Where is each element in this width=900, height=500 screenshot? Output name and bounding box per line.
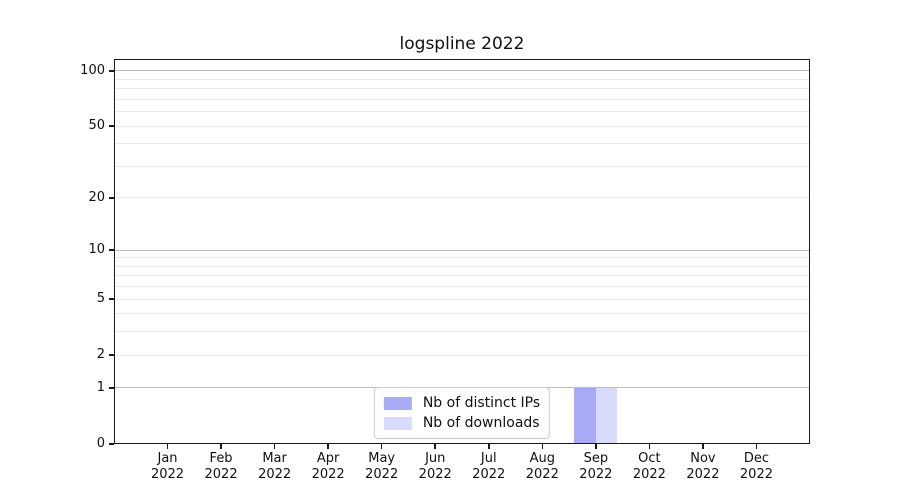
y-tick-mark <box>109 298 114 300</box>
x-tick-mark <box>648 444 651 449</box>
y-tick-label: 10 <box>88 242 105 258</box>
y-tick-label: 5 <box>96 291 105 307</box>
x-tick-month: Mar <box>262 451 287 466</box>
y-tick-mark <box>109 354 114 356</box>
x-tick-label: Jun 2022 <box>405 451 465 483</box>
x-tick-mark <box>327 444 329 449</box>
y-tick-label: 2 <box>96 347 105 363</box>
y-tick-label: 1 <box>96 379 105 395</box>
x-tick-mark <box>488 444 490 449</box>
x-tick-label: Apr 2022 <box>298 451 358 483</box>
legend-swatch-icon <box>383 396 412 410</box>
minor-gridline <box>114 88 810 90</box>
x-tick-month: Sep <box>583 451 609 466</box>
minor-gridline <box>114 143 810 145</box>
x-tick-mark <box>273 444 276 449</box>
y-tick-mark <box>109 443 114 445</box>
x-tick-year: 2022 <box>150 467 185 482</box>
x-tick-mark <box>434 444 436 449</box>
bar-nb-of-downloads <box>595 387 618 444</box>
legend-swatch-icon <box>383 416 412 430</box>
x-tick-year: 2022 <box>472 467 506 482</box>
y-tick-mark <box>109 387 114 389</box>
x-tick-year: 2022 <box>204 467 238 482</box>
legend-label: Nb of distinct IPs <box>422 395 541 411</box>
x-tick-month: Feb <box>209 451 233 466</box>
x-tick-month: Dec <box>743 451 770 466</box>
legend-label: Nb of downloads <box>422 415 540 431</box>
x-tick-label: Sep 2022 <box>566 451 626 483</box>
x-tick-label: Aug 2022 <box>512 451 572 483</box>
y-tick-mark <box>109 197 114 199</box>
x-tick-month: May <box>368 451 396 466</box>
minor-gridline <box>114 298 810 300</box>
major-gridline <box>114 249 810 251</box>
chart-title: logspline 2022 <box>399 34 525 54</box>
minor-gridline <box>114 197 810 199</box>
x-tick-mark <box>595 444 597 449</box>
y-tick-label: 20 <box>88 189 105 205</box>
x-tick-year: 2022 <box>365 467 399 482</box>
x-tick-label: May 2022 <box>352 451 412 483</box>
x-tick-year: 2022 <box>579 467 613 482</box>
legend: Nb of distinct IPs Nb of downloads <box>373 387 551 439</box>
x-tick-label: Oct 2022 <box>619 451 679 483</box>
legend-entry: Nb of downloads <box>383 413 540 433</box>
x-tick-year: 2022 <box>525 467 559 482</box>
x-tick-year: 2022 <box>632 467 666 482</box>
x-tick-mark <box>755 444 758 449</box>
x-tick-year: 2022 <box>686 467 720 482</box>
minor-gridline <box>114 125 810 127</box>
bar-nb-of-distinct-ips <box>574 387 596 444</box>
x-tick-mark <box>380 444 383 449</box>
plot-area: Nb of distinct IPs Nb of downloads <box>114 59 810 444</box>
x-tick-mark <box>702 444 704 449</box>
x-tick-label: Nov 2022 <box>673 451 733 483</box>
x-tick-label: Feb 2022 <box>191 451 251 483</box>
minor-gridline <box>114 78 810 80</box>
y-tick-label: 50 <box>88 118 105 134</box>
x-tick-label: Jul 2022 <box>459 451 519 483</box>
y-tick-mark <box>109 125 114 127</box>
x-tick-month: Jan <box>157 451 178 466</box>
x-tick-month: Aug <box>529 451 555 466</box>
legend-entry: Nb of distinct IPs <box>383 393 541 413</box>
minor-gridline <box>114 111 810 113</box>
x-tick-month: Nov <box>690 451 716 466</box>
x-tick-label: Mar 2022 <box>245 451 305 483</box>
y-tick-mark <box>109 70 114 72</box>
minor-gridline <box>114 265 810 267</box>
y-tick-label: 100 <box>80 62 105 78</box>
minor-gridline <box>114 313 810 315</box>
y-tick-mark <box>109 249 114 251</box>
x-tick-mark <box>220 444 222 449</box>
minor-gridline <box>114 165 810 167</box>
minor-gridline <box>114 275 810 277</box>
x-tick-year: 2022 <box>418 467 452 482</box>
x-tick-label: Jan 2022 <box>138 451 198 483</box>
x-tick-year: 2022 <box>311 467 345 482</box>
x-tick-year: 2022 <box>739 467 773 482</box>
x-tick-month: Apr <box>316 451 340 466</box>
x-tick-month: Jul <box>480 451 497 466</box>
x-tick-year: 2022 <box>258 467 292 482</box>
minor-gridline <box>114 98 810 100</box>
x-tick-month: Jun <box>425 451 446 466</box>
minor-gridline <box>114 331 810 333</box>
minor-gridline <box>114 354 810 356</box>
y-tick-label: 0 <box>96 436 105 451</box>
minor-gridline <box>114 286 810 288</box>
minor-gridline <box>114 257 810 259</box>
x-tick-month: Oct <box>638 451 661 466</box>
x-tick-mark <box>541 444 544 449</box>
x-tick-label: Dec 2022 <box>726 451 786 483</box>
x-tick-mark <box>166 444 169 449</box>
major-gridline <box>114 70 810 72</box>
